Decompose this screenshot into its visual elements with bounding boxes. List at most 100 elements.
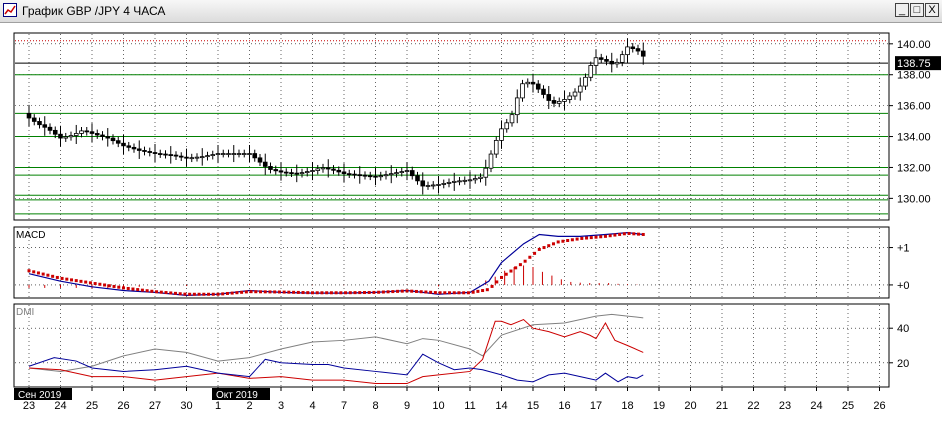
macd-signal-point bbox=[362, 291, 366, 295]
macd-signal-point bbox=[528, 255, 532, 259]
macd-signal-point bbox=[400, 289, 404, 293]
candlestick bbox=[593, 49, 599, 74]
macd-signal-point bbox=[410, 289, 414, 293]
macd-signal-point bbox=[622, 232, 626, 236]
x-tick-label: 22 bbox=[747, 400, 759, 412]
x-tick-label: 21 bbox=[716, 400, 728, 412]
candle-body bbox=[105, 136, 111, 139]
macd-signal-point bbox=[594, 235, 598, 239]
macd-y-tick-label: +0 bbox=[897, 280, 910, 292]
x-tick-label: 26 bbox=[117, 400, 129, 412]
candlestick bbox=[136, 140, 142, 159]
macd-signal-point bbox=[419, 290, 423, 294]
candlestick bbox=[252, 149, 258, 162]
candlestick bbox=[304, 167, 310, 177]
candlestick bbox=[425, 181, 431, 190]
macd-signal-point bbox=[372, 290, 376, 294]
candle-body bbox=[84, 130, 90, 133]
x-tick-label: 15 bbox=[527, 400, 539, 412]
macd-signal-point bbox=[55, 275, 59, 279]
price-y-tick-label: 134.00 bbox=[897, 132, 931, 144]
candlestick bbox=[94, 129, 100, 139]
dmi-minus-di-line bbox=[28, 353, 644, 383]
candle-body bbox=[614, 61, 620, 65]
x-tick-label: 2 bbox=[246, 400, 252, 412]
candle-body bbox=[94, 133, 100, 136]
macd-signal-point bbox=[433, 291, 437, 295]
candlestick bbox=[541, 85, 546, 99]
candle-body bbox=[268, 166, 273, 170]
x-tick-label: 3 bbox=[278, 400, 284, 412]
x-tick-label: 11 bbox=[464, 400, 475, 412]
candle-body bbox=[472, 178, 478, 181]
candlestick bbox=[457, 176, 462, 186]
macd-signal-point bbox=[216, 292, 220, 296]
dmi-adx-line bbox=[28, 313, 644, 372]
candle-body bbox=[236, 153, 242, 155]
candle-body bbox=[525, 81, 531, 85]
x-tick-label: 8 bbox=[372, 400, 378, 412]
macd-line bbox=[28, 232, 644, 296]
macd-signal-point bbox=[448, 291, 452, 295]
candle-body bbox=[126, 145, 132, 148]
candlestick bbox=[404, 162, 410, 181]
price-panel: 130.00 132.00 134.00 136.00 138.00 140.00 138.… bbox=[13, 32, 941, 221]
candlestick bbox=[614, 58, 620, 68]
chart-app-icon bbox=[3, 3, 17, 17]
macd-signal-point bbox=[452, 291, 456, 295]
candlestick bbox=[178, 152, 184, 162]
candle-body bbox=[394, 172, 399, 175]
minimize-button[interactable]: _ bbox=[895, 3, 909, 17]
candlestick bbox=[572, 88, 578, 100]
macd-signal-point bbox=[580, 236, 584, 240]
candlestick bbox=[352, 170, 357, 179]
candle-body bbox=[79, 130, 84, 134]
candle-body bbox=[388, 173, 394, 176]
candlestick bbox=[168, 146, 174, 164]
candle-body bbox=[273, 169, 279, 172]
macd-signal-point bbox=[306, 291, 310, 295]
macd-signal-point bbox=[197, 292, 201, 296]
candle-body bbox=[325, 167, 331, 170]
candlestick bbox=[546, 85, 552, 109]
macd-signal-point bbox=[183, 292, 187, 296]
candlestick bbox=[472, 174, 478, 184]
candle-body bbox=[567, 95, 573, 100]
macd-signal-point bbox=[41, 272, 45, 276]
candle-body bbox=[530, 81, 536, 85]
candlestick bbox=[241, 149, 247, 158]
x-tick-label: 20 bbox=[684, 400, 696, 412]
maximize-button[interactable]: □ bbox=[910, 3, 924, 17]
candle-body bbox=[462, 179, 468, 182]
candlestick bbox=[562, 90, 567, 110]
candle-body bbox=[278, 170, 284, 173]
macd-signal-point bbox=[70, 278, 74, 282]
macd-signal-point bbox=[202, 292, 206, 296]
macd-signal-point bbox=[178, 292, 182, 296]
candlestick bbox=[199, 148, 205, 166]
x-tick-label: 30 bbox=[180, 400, 192, 412]
candlestick bbox=[315, 164, 321, 175]
candle-body bbox=[451, 180, 457, 183]
x-tick-label: 14 bbox=[495, 400, 507, 412]
title-bar[interactable]: График GBP /JPY 4 ЧАСА _ □ X bbox=[0, 0, 942, 23]
macd-signal-point bbox=[273, 290, 277, 294]
close-button[interactable]: X bbox=[925, 3, 939, 17]
candlestick bbox=[205, 151, 210, 161]
macd-signal-point bbox=[561, 239, 565, 243]
candlestick bbox=[100, 131, 105, 141]
candle-body bbox=[556, 100, 562, 104]
macd-signal-point bbox=[207, 292, 211, 296]
macd-signal-point bbox=[443, 291, 447, 295]
candlestick bbox=[577, 77, 583, 101]
macd-signal-point bbox=[259, 290, 263, 294]
panel-frame bbox=[13, 32, 890, 221]
candlestick bbox=[236, 149, 242, 158]
candlestick bbox=[31, 114, 37, 126]
candlestick bbox=[26, 104, 32, 127]
macd-panel: +1 +0 MACD bbox=[13, 226, 910, 299]
macd-signal-point bbox=[462, 291, 466, 295]
candle-body bbox=[562, 99, 567, 102]
candlestick bbox=[42, 116, 48, 136]
